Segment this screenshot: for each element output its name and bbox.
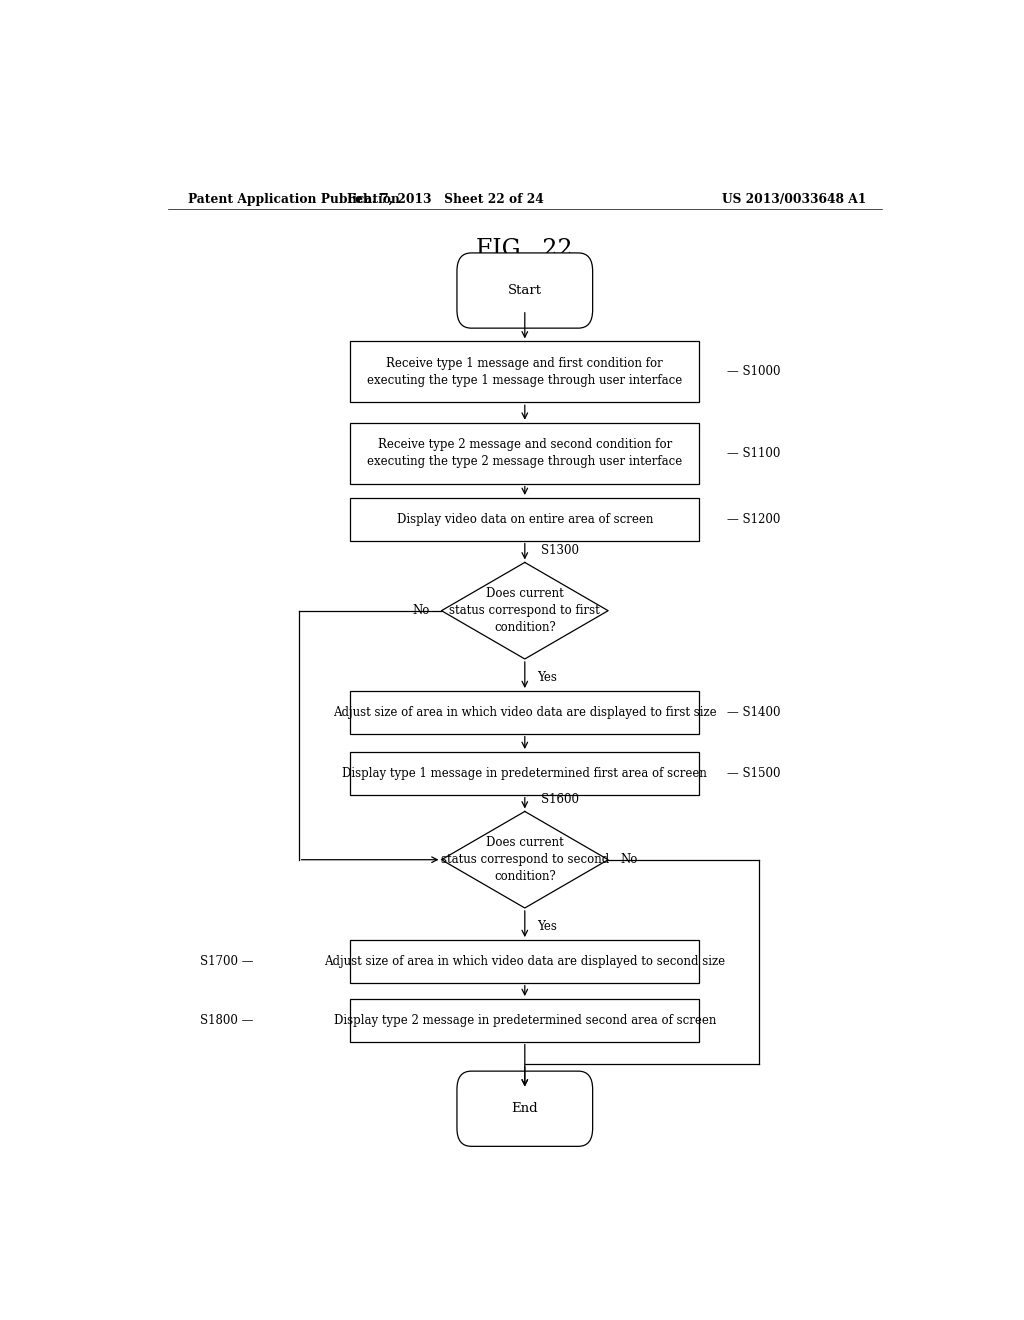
Polygon shape	[441, 812, 608, 908]
Text: Display video data on entire area of screen: Display video data on entire area of scr…	[396, 512, 653, 525]
Text: Start: Start	[508, 284, 542, 297]
Text: Yes: Yes	[537, 671, 557, 684]
Text: — S1500: — S1500	[727, 767, 780, 780]
Text: S1700 —: S1700 —	[200, 954, 253, 968]
Text: Adjust size of area in which video data are displayed to second size: Adjust size of area in which video data …	[325, 954, 725, 968]
Text: FIG.  22: FIG. 22	[476, 239, 573, 261]
FancyBboxPatch shape	[350, 342, 699, 403]
Text: — S1000: — S1000	[727, 366, 780, 379]
Text: Adjust size of area in which video data are displayed to first size: Adjust size of area in which video data …	[333, 706, 717, 719]
FancyBboxPatch shape	[457, 1071, 593, 1146]
Text: No: No	[413, 605, 430, 618]
Text: End: End	[511, 1102, 539, 1115]
Text: Display type 1 message in predetermined first area of screen: Display type 1 message in predetermined …	[342, 767, 708, 780]
Polygon shape	[441, 562, 608, 659]
Text: S1800 —: S1800 —	[200, 1014, 253, 1027]
Text: Receive type 1 message and first condition for
executing the type 1 message thro: Receive type 1 message and first conditi…	[368, 356, 682, 387]
Text: Does current
status correspond to second
condition?: Does current status correspond to second…	[440, 836, 609, 883]
Text: — S1200: — S1200	[727, 512, 780, 525]
Text: — S1400: — S1400	[727, 706, 780, 719]
Text: Display type 2 message in predetermined second area of screen: Display type 2 message in predetermined …	[334, 1014, 716, 1027]
Text: Yes: Yes	[537, 920, 557, 933]
Text: US 2013/0033648 A1: US 2013/0033648 A1	[722, 193, 866, 206]
FancyBboxPatch shape	[350, 999, 699, 1041]
Text: Does current
status correspond to first
condition?: Does current status correspond to first …	[450, 587, 600, 634]
Text: S1300: S1300	[541, 544, 579, 557]
Text: — S1100: — S1100	[727, 446, 780, 459]
FancyBboxPatch shape	[350, 422, 699, 483]
FancyBboxPatch shape	[350, 690, 699, 734]
FancyBboxPatch shape	[350, 498, 699, 541]
FancyBboxPatch shape	[457, 253, 593, 329]
Text: S1600: S1600	[541, 793, 579, 805]
Text: Receive type 2 message and second condition for
executing the type 2 message thr: Receive type 2 message and second condit…	[368, 438, 682, 469]
Text: Feb. 7, 2013   Sheet 22 of 24: Feb. 7, 2013 Sheet 22 of 24	[347, 193, 544, 206]
FancyBboxPatch shape	[350, 940, 699, 982]
Text: Patent Application Publication: Patent Application Publication	[187, 193, 399, 206]
Text: No: No	[620, 853, 637, 866]
FancyBboxPatch shape	[350, 752, 699, 795]
